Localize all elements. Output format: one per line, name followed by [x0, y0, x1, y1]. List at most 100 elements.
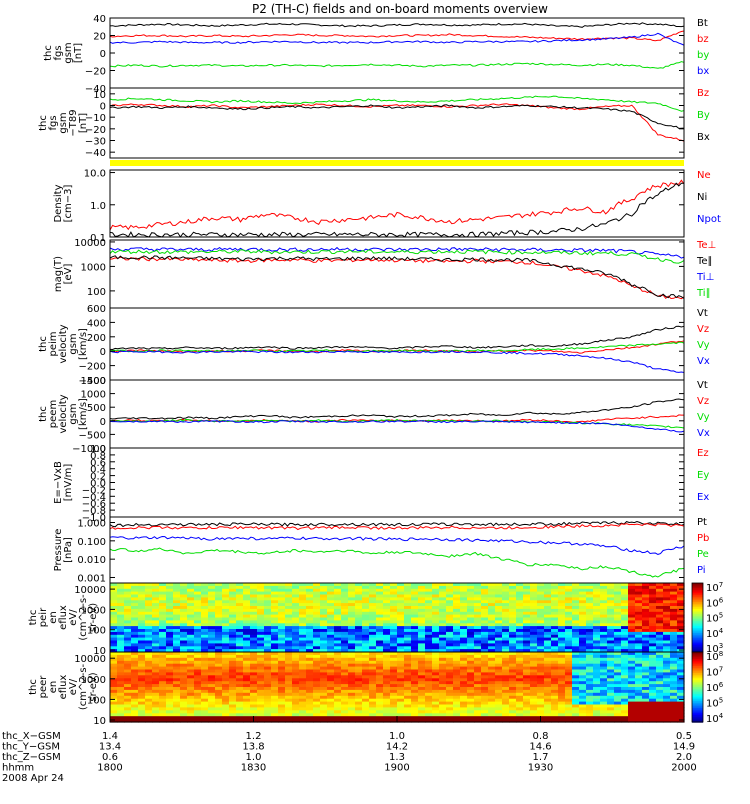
- heatmap-cell: [537, 672, 545, 676]
- heatmap-cell: [271, 634, 279, 639]
- heatmap-cell: [551, 698, 559, 703]
- heatmap-cell: [390, 660, 398, 665]
- heatmap-cell: [432, 606, 440, 610]
- colorbar-step: [692, 646, 703, 650]
- heatmap-cell: [558, 617, 566, 621]
- heatmap-cell: [376, 695, 384, 700]
- heatmap-cell: [467, 614, 475, 619]
- heatmap-cell: [222, 684, 230, 688]
- heatmap-cell: [299, 663, 307, 668]
- heatmap-cell: [523, 698, 531, 703]
- heatmap-cell: [306, 623, 314, 627]
- heatmap-cell: [334, 606, 342, 610]
- heatmap-cell: [467, 631, 475, 636]
- heatmap-cell: [236, 611, 244, 616]
- heatmap-cell: [376, 681, 384, 685]
- heatmap-cell: [453, 611, 461, 616]
- heatmap-cell: [348, 646, 356, 650]
- heatmap-cell: [285, 611, 293, 616]
- heatmap-cell: [551, 603, 559, 607]
- heatmap-cell: [306, 692, 314, 697]
- heatmap-cell: [411, 634, 419, 639]
- heatmap-cell: [530, 585, 538, 590]
- heatmap-cell: [614, 591, 622, 596]
- heatmap-cell: [558, 687, 566, 691]
- heatmap-cell: [649, 588, 657, 593]
- heatmap-cell: [348, 684, 356, 688]
- heatmap-cell: [299, 600, 307, 604]
- heatmap-cell: [649, 583, 657, 587]
- heatmap-cell: [264, 626, 272, 630]
- heatmap-cell: [642, 611, 650, 616]
- heatmap-cell: [187, 684, 195, 688]
- heatmap-cell: [250, 597, 258, 601]
- heatmap-cell: [313, 689, 321, 694]
- heatmap-cell: [222, 716, 230, 720]
- heatmap-cell: [250, 623, 258, 627]
- heatmap-cell: [222, 640, 230, 644]
- heatmap-cell: [166, 629, 174, 633]
- heatmap-cell: [432, 652, 440, 656]
- heatmap-cell: [208, 611, 216, 616]
- heatmap-cell: [572, 692, 580, 697]
- heatmap-cell: [572, 634, 580, 639]
- heatmap-cell: [579, 687, 587, 691]
- heatmap-cell: [628, 588, 636, 593]
- y-axis-label: Pressure[nPa]: [53, 529, 74, 572]
- heatmap-cell: [418, 695, 426, 700]
- heatmap-cell: [502, 657, 510, 662]
- heatmap-cell: [607, 626, 615, 630]
- heatmap-cell: [411, 698, 419, 703]
- y-tick-label: 0.1: [90, 233, 106, 244]
- heatmap-cell: [278, 597, 286, 601]
- heatmap-cell: [362, 687, 370, 691]
- heatmap-cell: [642, 649, 650, 653]
- heatmap-cell: [418, 716, 426, 720]
- heatmap-cell: [593, 588, 601, 593]
- heatmap-cell: [558, 620, 566, 624]
- heatmap-cell: [117, 649, 125, 653]
- heatmap-cell: [663, 716, 671, 720]
- heatmap-cell: [306, 597, 314, 601]
- heatmap-cell: [215, 585, 223, 590]
- heatmap-cell: [362, 652, 370, 656]
- heatmap-cell: [348, 692, 356, 697]
- heatmap-cell: [642, 681, 650, 685]
- heatmap-cell: [614, 678, 622, 682]
- heatmap-cell: [432, 701, 440, 706]
- heatmap-cell: [537, 583, 545, 587]
- heatmap-cell: [642, 713, 650, 717]
- heatmap-cell: [362, 695, 370, 700]
- heatmap-cell: [131, 678, 139, 682]
- heatmap-cell: [306, 617, 314, 621]
- heatmap-cell: [537, 678, 545, 682]
- heatmap-cell: [530, 669, 538, 673]
- heatmap-cell: [110, 687, 118, 691]
- heatmap-cell: [278, 672, 286, 676]
- heatmap-cell: [313, 623, 321, 627]
- heatmap-cell: [390, 583, 398, 587]
- heatmap-cell: [313, 597, 321, 601]
- heatmap-cell: [495, 660, 503, 665]
- heatmap-cell: [292, 657, 300, 662]
- heatmap-cell: [355, 631, 363, 636]
- heatmap-cell: [411, 588, 419, 593]
- heatmap-cell: [215, 643, 223, 647]
- heatmap-cell: [201, 666, 209, 671]
- heatmap-cell: [341, 626, 349, 630]
- heatmap-cell: [390, 689, 398, 694]
- heatmap-cell: [208, 666, 216, 671]
- heatmap-cell: [306, 611, 314, 616]
- heatmap-cell: [348, 713, 356, 717]
- heatmap-cell: [124, 710, 132, 714]
- heatmap-cell: [194, 600, 202, 604]
- heatmap-cell: [110, 631, 118, 636]
- heatmap-cell: [628, 692, 636, 697]
- heatmap-cell: [390, 681, 398, 685]
- heatmap-cell: [299, 583, 307, 587]
- heatmap-cell: [145, 591, 153, 596]
- heatmap-cell: [278, 614, 286, 619]
- heatmap-cell: [390, 701, 398, 706]
- heatmap-cell: [285, 623, 293, 627]
